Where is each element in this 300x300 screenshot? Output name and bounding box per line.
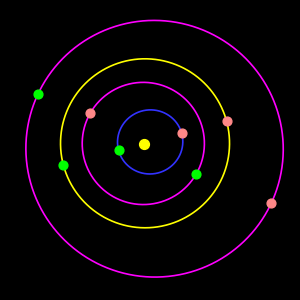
Point [224, 119, 229, 124]
Point [194, 172, 199, 176]
Point [88, 110, 93, 115]
Point [35, 92, 40, 97]
Point [179, 131, 184, 136]
Point [141, 141, 146, 146]
Point [116, 148, 121, 153]
Point [61, 163, 66, 168]
Point [269, 201, 274, 206]
